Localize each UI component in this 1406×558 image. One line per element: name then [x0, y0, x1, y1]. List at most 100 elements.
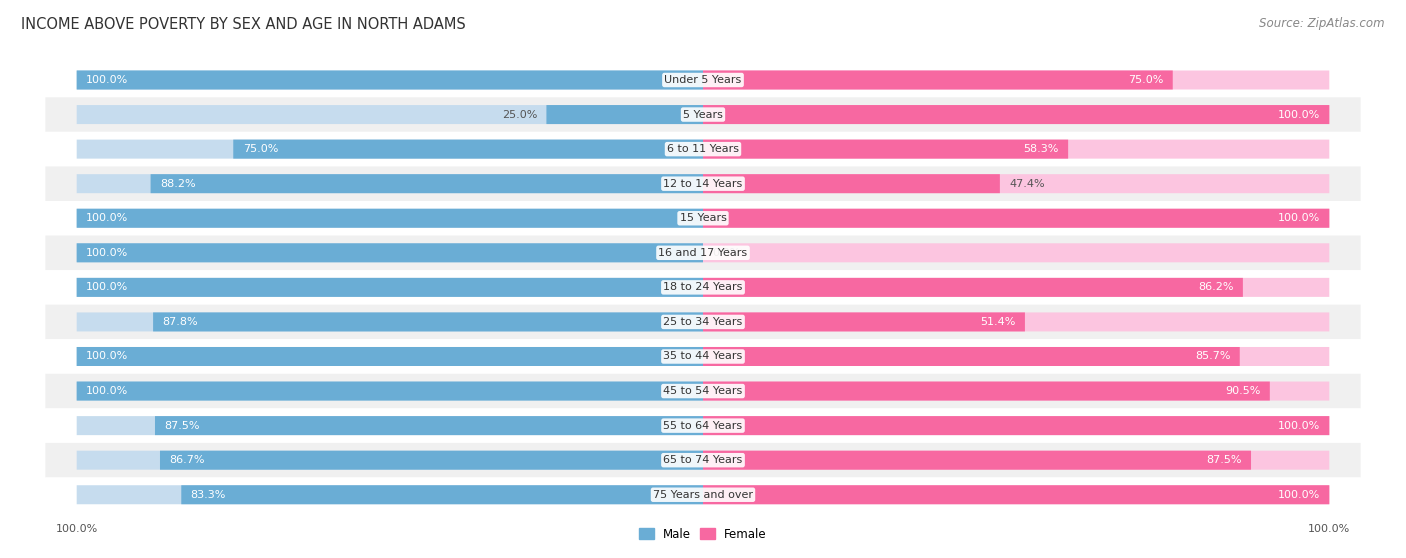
FancyBboxPatch shape: [77, 347, 703, 366]
Text: 100.0%: 100.0%: [86, 352, 128, 362]
Text: 100.0%: 100.0%: [86, 282, 128, 292]
Text: 75 Years and over: 75 Years and over: [652, 490, 754, 500]
Text: 90.5%: 90.5%: [1225, 386, 1260, 396]
FancyBboxPatch shape: [77, 382, 703, 401]
FancyBboxPatch shape: [77, 485, 703, 504]
Text: 25.0%: 25.0%: [502, 109, 537, 119]
Text: 47.4%: 47.4%: [1010, 179, 1045, 189]
FancyBboxPatch shape: [547, 105, 703, 124]
FancyBboxPatch shape: [703, 209, 1329, 228]
FancyBboxPatch shape: [45, 408, 1361, 443]
FancyBboxPatch shape: [77, 209, 703, 228]
Text: 100.0%: 100.0%: [86, 75, 128, 85]
FancyBboxPatch shape: [703, 70, 1329, 89]
Text: INCOME ABOVE POVERTY BY SEX AND AGE IN NORTH ADAMS: INCOME ABOVE POVERTY BY SEX AND AGE IN N…: [21, 17, 465, 32]
FancyBboxPatch shape: [45, 201, 1361, 235]
FancyBboxPatch shape: [45, 478, 1361, 512]
FancyBboxPatch shape: [703, 312, 1329, 331]
Text: 85.7%: 85.7%: [1195, 352, 1230, 362]
FancyBboxPatch shape: [703, 485, 1329, 504]
Text: Under 5 Years: Under 5 Years: [665, 75, 741, 85]
Text: 25 to 34 Years: 25 to 34 Years: [664, 317, 742, 327]
FancyBboxPatch shape: [703, 243, 1329, 262]
FancyBboxPatch shape: [703, 416, 1329, 435]
FancyBboxPatch shape: [77, 243, 703, 262]
Text: 86.2%: 86.2%: [1198, 282, 1233, 292]
FancyBboxPatch shape: [703, 278, 1243, 297]
FancyBboxPatch shape: [703, 312, 1025, 331]
FancyBboxPatch shape: [703, 278, 1329, 297]
Text: 100.0%: 100.0%: [86, 213, 128, 223]
FancyBboxPatch shape: [703, 105, 1329, 124]
Text: 100.0%: 100.0%: [86, 248, 128, 258]
FancyBboxPatch shape: [45, 339, 1361, 374]
Text: 0.0%: 0.0%: [713, 248, 741, 258]
Text: Source: ZipAtlas.com: Source: ZipAtlas.com: [1260, 17, 1385, 30]
Text: 35 to 44 Years: 35 to 44 Years: [664, 352, 742, 362]
FancyBboxPatch shape: [703, 485, 1329, 504]
Text: 87.5%: 87.5%: [1206, 455, 1241, 465]
Text: 51.4%: 51.4%: [980, 317, 1015, 327]
FancyBboxPatch shape: [77, 243, 703, 262]
FancyBboxPatch shape: [77, 278, 703, 297]
Text: 100.0%: 100.0%: [86, 386, 128, 396]
Text: 87.8%: 87.8%: [163, 317, 198, 327]
Text: 5 Years: 5 Years: [683, 109, 723, 119]
Text: 88.2%: 88.2%: [160, 179, 195, 189]
FancyBboxPatch shape: [77, 347, 703, 366]
FancyBboxPatch shape: [160, 451, 703, 470]
Text: 15 Years: 15 Years: [679, 213, 727, 223]
FancyBboxPatch shape: [45, 443, 1361, 478]
FancyBboxPatch shape: [77, 140, 703, 158]
Text: 83.3%: 83.3%: [191, 490, 226, 500]
Text: 100.0%: 100.0%: [1278, 490, 1320, 500]
Text: 18 to 24 Years: 18 to 24 Years: [664, 282, 742, 292]
Text: 12 to 14 Years: 12 to 14 Years: [664, 179, 742, 189]
Legend: Male, Female: Male, Female: [634, 523, 772, 546]
FancyBboxPatch shape: [45, 374, 1361, 408]
FancyBboxPatch shape: [703, 140, 1329, 158]
FancyBboxPatch shape: [150, 174, 703, 193]
FancyBboxPatch shape: [45, 305, 1361, 339]
FancyBboxPatch shape: [77, 209, 703, 228]
FancyBboxPatch shape: [703, 105, 1329, 124]
FancyBboxPatch shape: [77, 105, 703, 124]
Text: 65 to 74 Years: 65 to 74 Years: [664, 455, 742, 465]
Text: 86.7%: 86.7%: [169, 455, 205, 465]
FancyBboxPatch shape: [703, 451, 1251, 470]
Text: 6 to 11 Years: 6 to 11 Years: [666, 144, 740, 154]
FancyBboxPatch shape: [181, 485, 703, 504]
Text: 58.3%: 58.3%: [1024, 144, 1059, 154]
FancyBboxPatch shape: [45, 97, 1361, 132]
FancyBboxPatch shape: [703, 347, 1240, 366]
FancyBboxPatch shape: [703, 416, 1329, 435]
Text: 100.0%: 100.0%: [1278, 213, 1320, 223]
FancyBboxPatch shape: [153, 312, 703, 331]
FancyBboxPatch shape: [77, 382, 703, 401]
FancyBboxPatch shape: [77, 70, 703, 89]
FancyBboxPatch shape: [703, 209, 1329, 228]
FancyBboxPatch shape: [77, 70, 703, 89]
FancyBboxPatch shape: [45, 62, 1361, 97]
Text: 100.0%: 100.0%: [1278, 109, 1320, 119]
FancyBboxPatch shape: [45, 235, 1361, 270]
Text: 55 to 64 Years: 55 to 64 Years: [664, 421, 742, 431]
Text: 75.0%: 75.0%: [243, 144, 278, 154]
FancyBboxPatch shape: [703, 382, 1329, 401]
FancyBboxPatch shape: [45, 270, 1361, 305]
FancyBboxPatch shape: [77, 416, 703, 435]
FancyBboxPatch shape: [155, 416, 703, 435]
Text: 100.0%: 100.0%: [1278, 421, 1320, 431]
FancyBboxPatch shape: [703, 451, 1329, 470]
FancyBboxPatch shape: [77, 312, 703, 331]
FancyBboxPatch shape: [77, 278, 703, 297]
Text: 16 and 17 Years: 16 and 17 Years: [658, 248, 748, 258]
Text: 45 to 54 Years: 45 to 54 Years: [664, 386, 742, 396]
Text: 87.5%: 87.5%: [165, 421, 200, 431]
FancyBboxPatch shape: [45, 166, 1361, 201]
FancyBboxPatch shape: [703, 70, 1173, 89]
FancyBboxPatch shape: [45, 132, 1361, 166]
FancyBboxPatch shape: [703, 174, 1329, 193]
FancyBboxPatch shape: [77, 174, 703, 193]
FancyBboxPatch shape: [703, 347, 1329, 366]
